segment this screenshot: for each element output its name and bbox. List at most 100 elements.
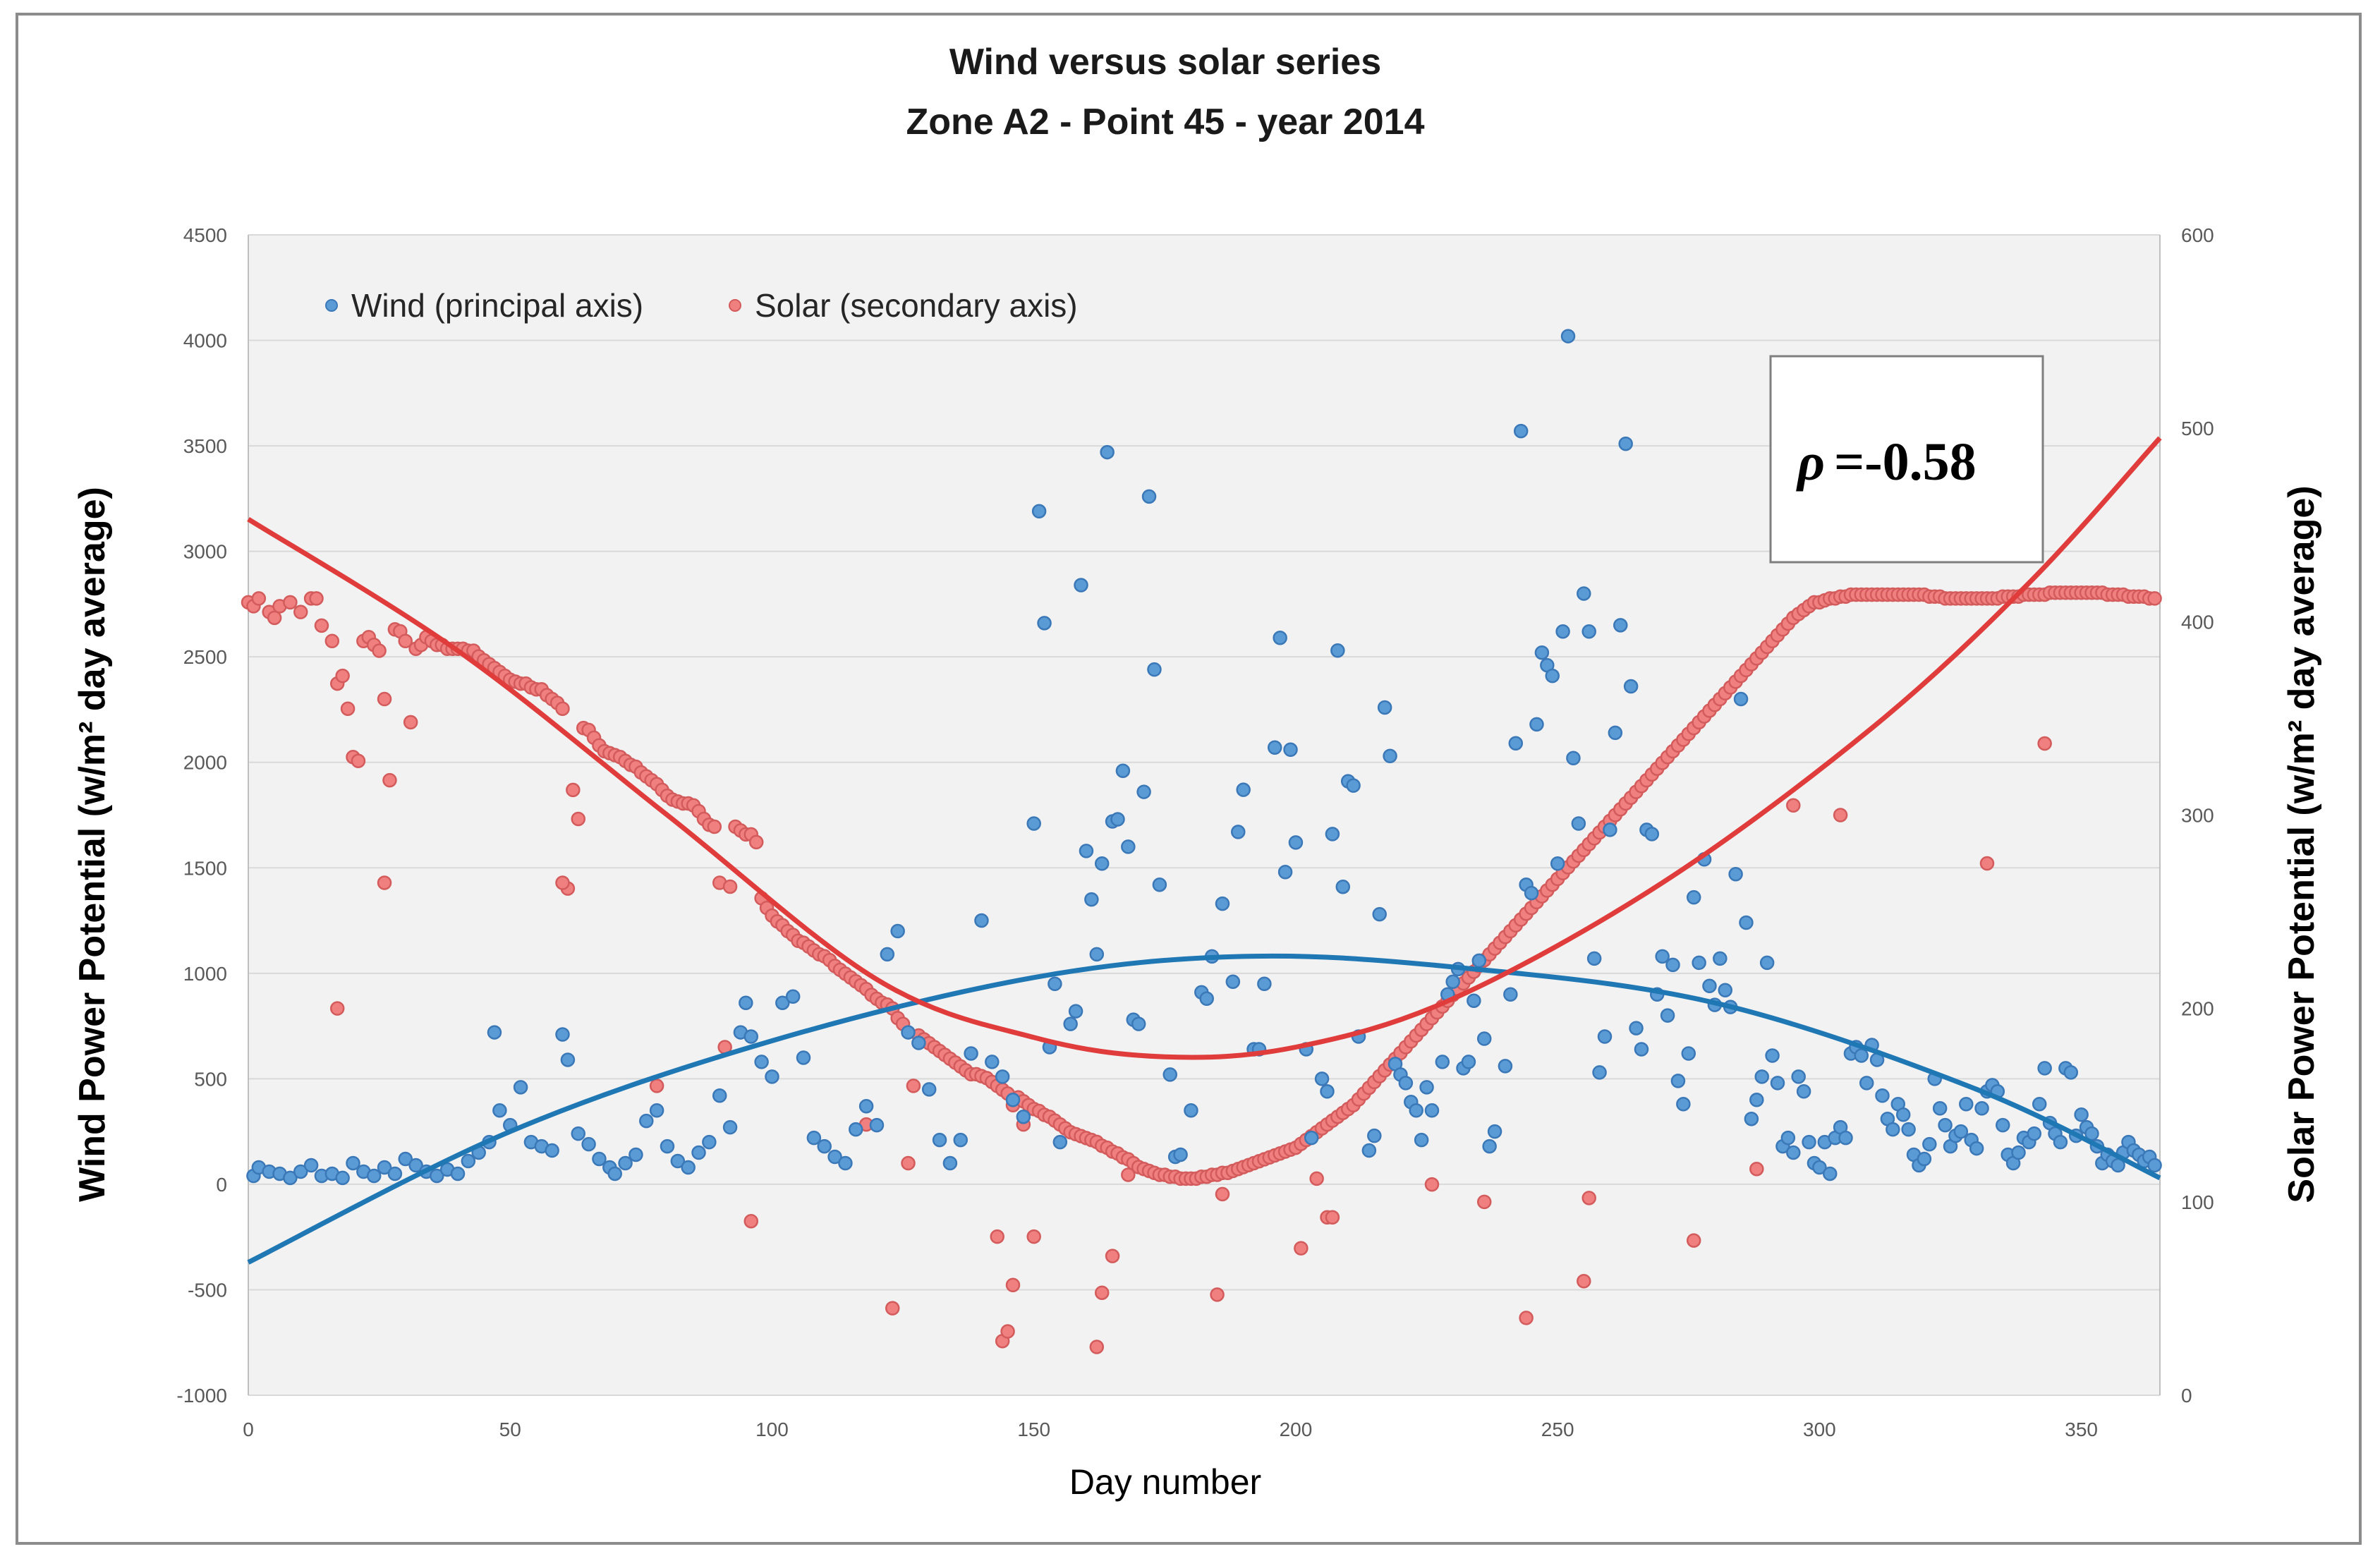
wind-point xyxy=(1131,1016,1146,1031)
solar-point xyxy=(309,591,324,606)
annotation-box xyxy=(1769,355,2044,564)
solar-point xyxy=(377,691,392,707)
x-tick-label: 150 xyxy=(1017,1419,1050,1440)
y2-tick-label: 100 xyxy=(2181,1191,2214,1213)
wind-point xyxy=(1608,725,1623,741)
wind-point xyxy=(691,1145,706,1160)
y-tick-label: 1500 xyxy=(183,857,227,879)
wind-point xyxy=(964,1046,978,1061)
wind-point xyxy=(712,1088,727,1103)
wind-point xyxy=(1005,1093,1021,1107)
wind-point xyxy=(838,1155,853,1171)
wind-point xyxy=(346,1155,360,1171)
wind-point xyxy=(1487,1124,1502,1139)
wind-point xyxy=(1838,1130,1853,1146)
wind-point xyxy=(1974,1100,1989,1116)
wind-point xyxy=(1147,662,1162,677)
wind-point xyxy=(461,1153,476,1169)
legend-label-solar: Solar (secondary axis) xyxy=(755,287,1078,324)
wind-point xyxy=(1461,1055,1476,1069)
solar-point xyxy=(1577,1273,1591,1289)
wind-point xyxy=(796,1050,811,1065)
wind-point xyxy=(1031,504,1047,519)
wind-point xyxy=(1922,1136,1937,1152)
solar-point xyxy=(251,591,267,606)
y-axis-title: Wind Power Potential (w/m² day average) xyxy=(72,487,113,1202)
wind-point xyxy=(1692,955,1706,971)
wind-point xyxy=(450,1166,466,1182)
wind-point xyxy=(1969,1141,1984,1156)
wind-point xyxy=(571,1126,586,1141)
wind-point xyxy=(1115,763,1131,778)
solar-point xyxy=(1325,1210,1340,1225)
wind-point xyxy=(806,1130,822,1146)
wind-point xyxy=(1476,1031,1492,1046)
wind-point xyxy=(1938,1117,1953,1133)
solar-point xyxy=(1309,1171,1324,1186)
wind-point xyxy=(1566,751,1581,765)
wind-point xyxy=(1780,1130,1796,1146)
wind-point xyxy=(1173,1147,1188,1162)
wind-point xyxy=(1503,987,1518,1002)
legend: Wind (principal axis) Solar (secondary a… xyxy=(325,287,1078,324)
wind-point xyxy=(1162,1067,1177,1082)
solar-point xyxy=(1105,1249,1120,1263)
solar-point xyxy=(1215,1186,1230,1202)
solar-point xyxy=(1005,1277,1021,1292)
solar-point xyxy=(1210,1287,1225,1302)
y-tick-label: 2000 xyxy=(183,752,227,774)
x-tick-label: 50 xyxy=(499,1419,521,1440)
wind-point xyxy=(607,1166,622,1182)
solar-point xyxy=(1476,1194,1492,1210)
wind-point xyxy=(1728,866,1743,882)
solar-point xyxy=(267,610,282,626)
solar-point xyxy=(707,819,722,834)
wind-point xyxy=(1581,624,1596,639)
solar-point xyxy=(1121,1167,1136,1182)
wind-point xyxy=(2027,1126,2042,1141)
wind-point xyxy=(1718,983,1733,997)
wind-point xyxy=(995,1069,1010,1084)
wind-point xyxy=(629,1147,643,1162)
solar-point xyxy=(314,618,329,633)
wind-point xyxy=(2063,1065,2079,1080)
y-tick-label: 4500 xyxy=(183,224,227,246)
wind-point xyxy=(1089,947,1105,962)
wind-point xyxy=(1372,906,1387,922)
wind-point xyxy=(1733,691,1749,707)
solar-point xyxy=(1089,1340,1105,1354)
wind-point xyxy=(1288,835,1304,850)
wind-point xyxy=(1802,1134,1816,1150)
chart-title: Wind versus solar series xyxy=(949,42,1381,83)
wind-point xyxy=(1670,1074,1686,1088)
wind-point xyxy=(1529,717,1544,732)
wind-point xyxy=(618,1155,633,1171)
wind-point xyxy=(398,1151,413,1167)
wind-point xyxy=(1445,974,1460,990)
wind-point xyxy=(1052,1134,1068,1150)
legend-label-wind: Wind (principal axis) xyxy=(351,287,643,324)
y-tick-label: -1000 xyxy=(176,1385,227,1407)
wind-point xyxy=(1231,825,1246,839)
wind-point xyxy=(283,1170,298,1186)
y-tick-label: -500 xyxy=(188,1279,227,1301)
wind-point xyxy=(901,1025,916,1040)
wind-point xyxy=(1770,1076,1785,1091)
wind-point xyxy=(1215,896,1230,911)
solar-point xyxy=(1581,1191,1596,1205)
wind-point xyxy=(1199,991,1214,1006)
wind-point xyxy=(1513,423,1529,439)
wind-point xyxy=(1932,1100,1948,1116)
wind-point xyxy=(1424,1103,1440,1118)
wind-point xyxy=(1571,816,1586,831)
wind-point xyxy=(2011,1145,2026,1160)
solar-point xyxy=(748,834,764,850)
wind-point xyxy=(869,1117,885,1133)
wind-point xyxy=(1629,1021,1644,1035)
wind-point xyxy=(1555,624,1570,639)
wind-point xyxy=(1686,889,1701,905)
wind-point xyxy=(2032,1097,2047,1112)
wind-point xyxy=(1498,1059,1513,1074)
wind-point xyxy=(1681,1046,1696,1061)
